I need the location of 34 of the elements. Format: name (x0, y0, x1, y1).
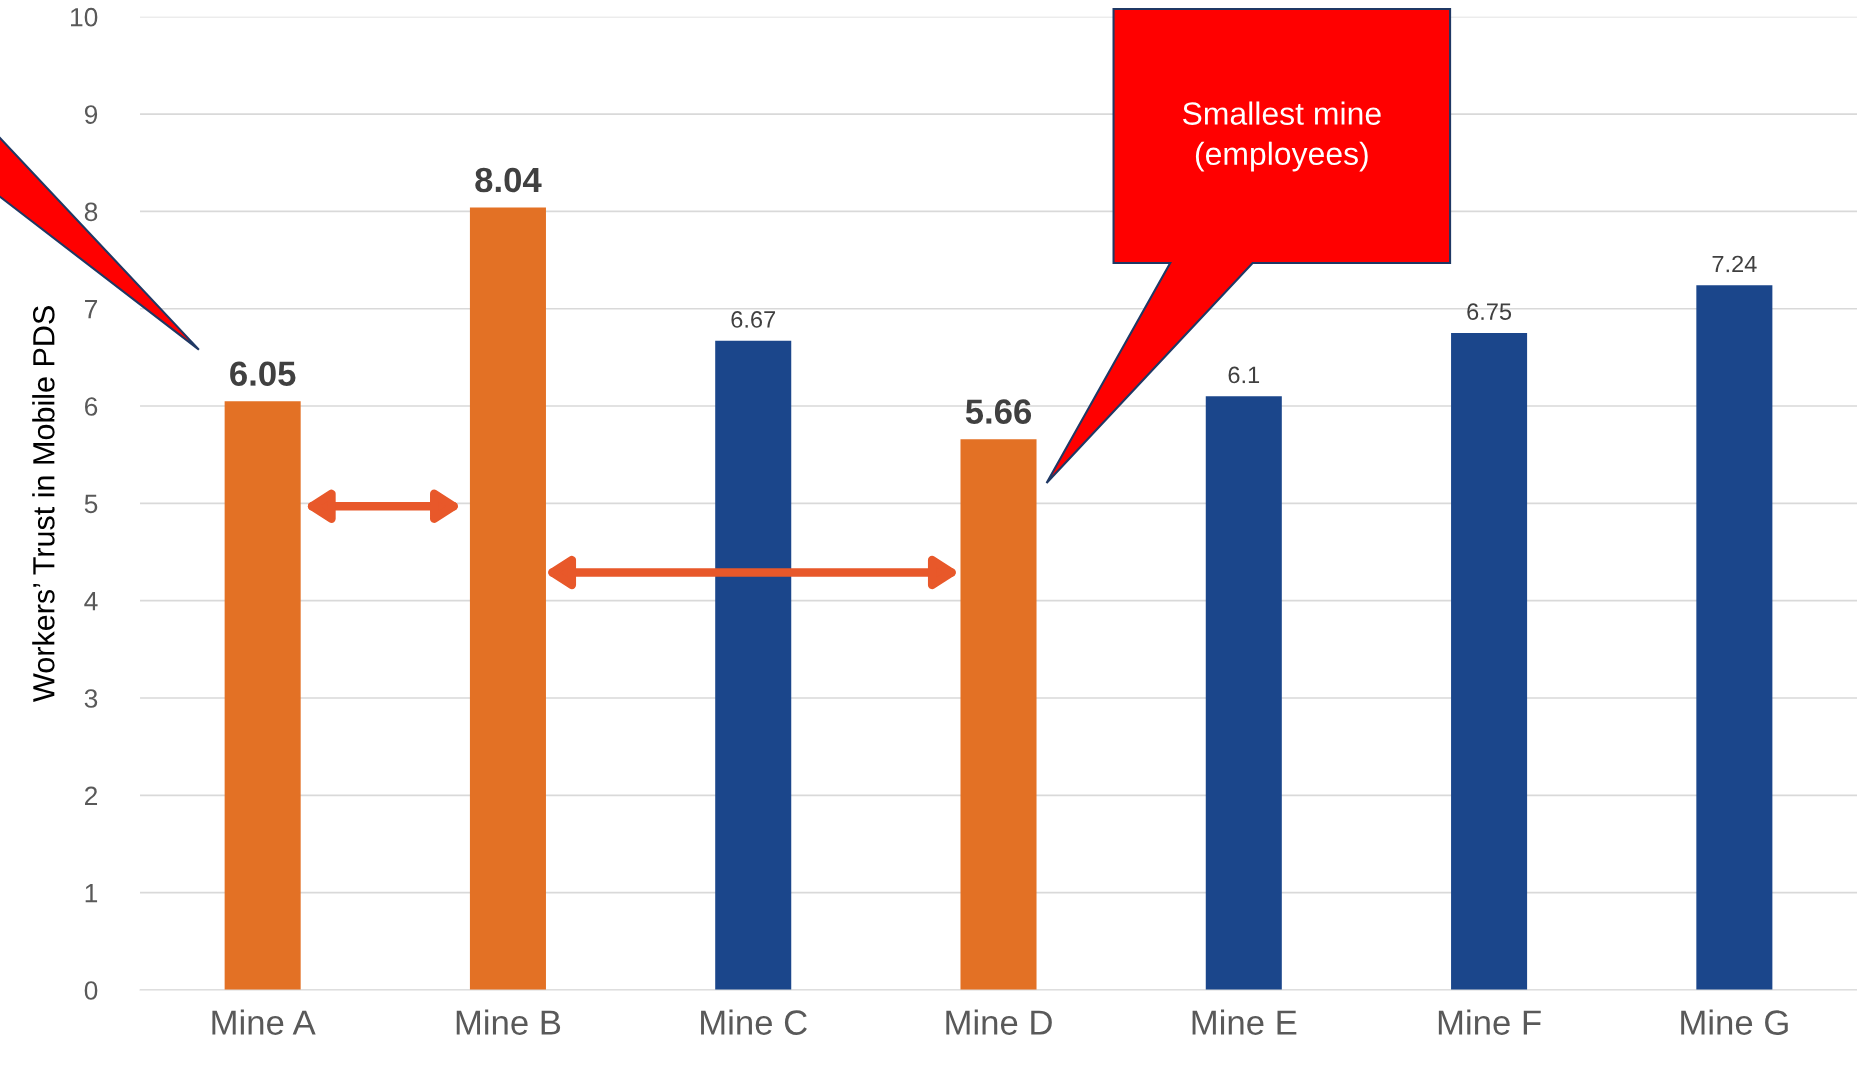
y-tick-label: 3 (84, 689, 98, 708)
y-tick-label: 10 (71, 7, 98, 27)
bar (1451, 333, 1528, 990)
data-label: 6.75 (1467, 303, 1512, 321)
bar (469, 207, 546, 990)
x-tick-label: Mine F (1438, 1009, 1541, 1035)
y-tick-label: 7 (85, 300, 98, 319)
bar (1696, 285, 1773, 990)
annotation: Smallest mine (employees) (1182, 101, 1381, 172)
y-axis-title: Workers’ Trust in Mobile PDS (32, 306, 55, 702)
y-tick-label: 8 (84, 202, 98, 222)
y-tick-label: 6 (85, 397, 98, 416)
bar (224, 401, 301, 990)
bar (960, 439, 1037, 990)
x-tick-label: Mine E (1192, 1009, 1297, 1035)
data-label: 6.1 (1228, 366, 1260, 384)
y-tick-label: 5 (84, 494, 98, 514)
y-tick-label: 4 (84, 592, 98, 611)
bar (1205, 396, 1282, 990)
x-tick-label: Mine B (456, 1009, 561, 1035)
bar (715, 340, 792, 990)
y-tick-label: 1 (85, 884, 98, 903)
data-label: 8.04 (475, 167, 542, 193)
y-tick-label: 0 (84, 981, 98, 1000)
data-label: 7.24 (1712, 255, 1757, 273)
x-tick-label: Mine G (1681, 1009, 1788, 1035)
y-tick-label: 2 (85, 786, 98, 805)
x-tick-label: Mine A (212, 1009, 316, 1035)
data-label: 6.67 (731, 311, 776, 328)
x-tick-label: Mine D (946, 1009, 1052, 1035)
y-tick-label: 9 (84, 105, 98, 124)
data-label: 6.05 (230, 361, 296, 386)
data-label: 5.66 (965, 399, 1032, 424)
x-tick-label: Mine C (701, 1009, 807, 1035)
